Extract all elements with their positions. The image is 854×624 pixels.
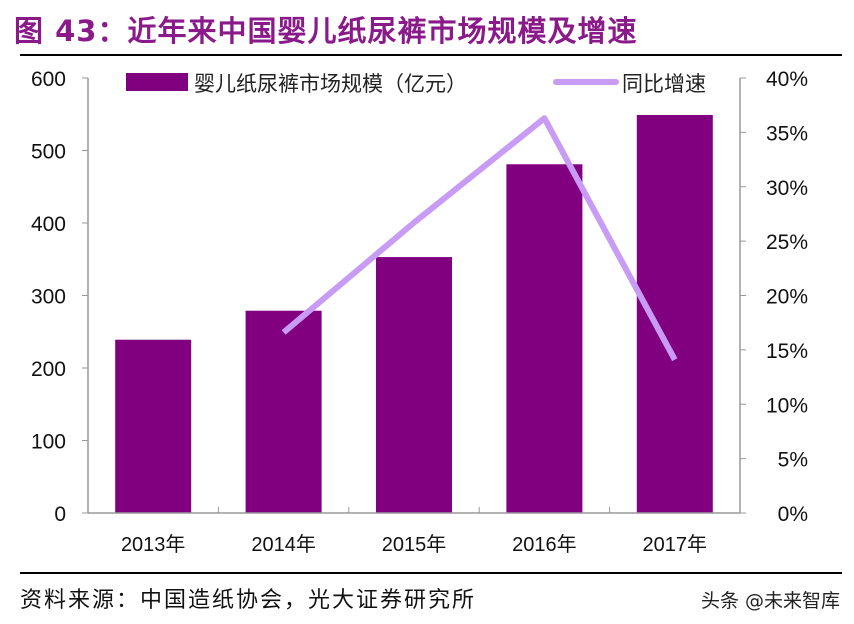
left-tick-label: 500: [31, 141, 66, 164]
right-tick-label: 25%: [766, 231, 808, 254]
left-tick-label: 0: [54, 503, 66, 526]
left-tick-label: 100: [31, 431, 66, 454]
bar-2013年: [115, 339, 192, 513]
title-divider: [20, 54, 842, 56]
right-tick-label: 40%: [766, 68, 808, 91]
left-tick-label: 200: [31, 358, 66, 381]
x-tick-label: 2015年: [382, 533, 447, 556]
right-tick-label: 10%: [766, 394, 808, 417]
x-tick-label: 2016年: [512, 533, 577, 556]
source-divider: [20, 572, 842, 574]
bar-2014年: [245, 310, 322, 513]
bar-2015年: [376, 257, 452, 513]
x-tick-label: 2017年: [643, 533, 708, 556]
bar-2016年: [506, 164, 583, 513]
x-tick-label: 2014年: [251, 533, 316, 556]
right-tick-label: 15%: [766, 340, 808, 363]
chart-title: 图 43：近年来中国婴儿纸尿裤市场规模及增速: [14, 14, 638, 48]
legend-bar-label: 婴儿纸尿裤市场规模（亿元）: [194, 72, 467, 96]
right-tick-label: 30%: [766, 177, 808, 200]
left-tick-label: 300: [31, 286, 66, 309]
right-tick-label: 20%: [766, 286, 808, 309]
source-note: 资料来源：中国造纸协会，光大证券研究所: [20, 588, 477, 613]
growth-line: [281, 115, 678, 362]
left-tick-label: 400: [31, 213, 66, 236]
left-tick-label: 600: [31, 68, 66, 91]
x-tick-label: 2013年: [121, 533, 186, 556]
right-tick-label: 0%: [778, 503, 808, 526]
right-tick-label: 35%: [766, 122, 808, 145]
watermark: 头条 @未来智库: [700, 590, 840, 612]
right-tick-label: 5%: [778, 449, 808, 472]
legend-bar-swatch: [126, 73, 188, 91]
legend-line-label: 同比增速: [622, 72, 706, 96]
